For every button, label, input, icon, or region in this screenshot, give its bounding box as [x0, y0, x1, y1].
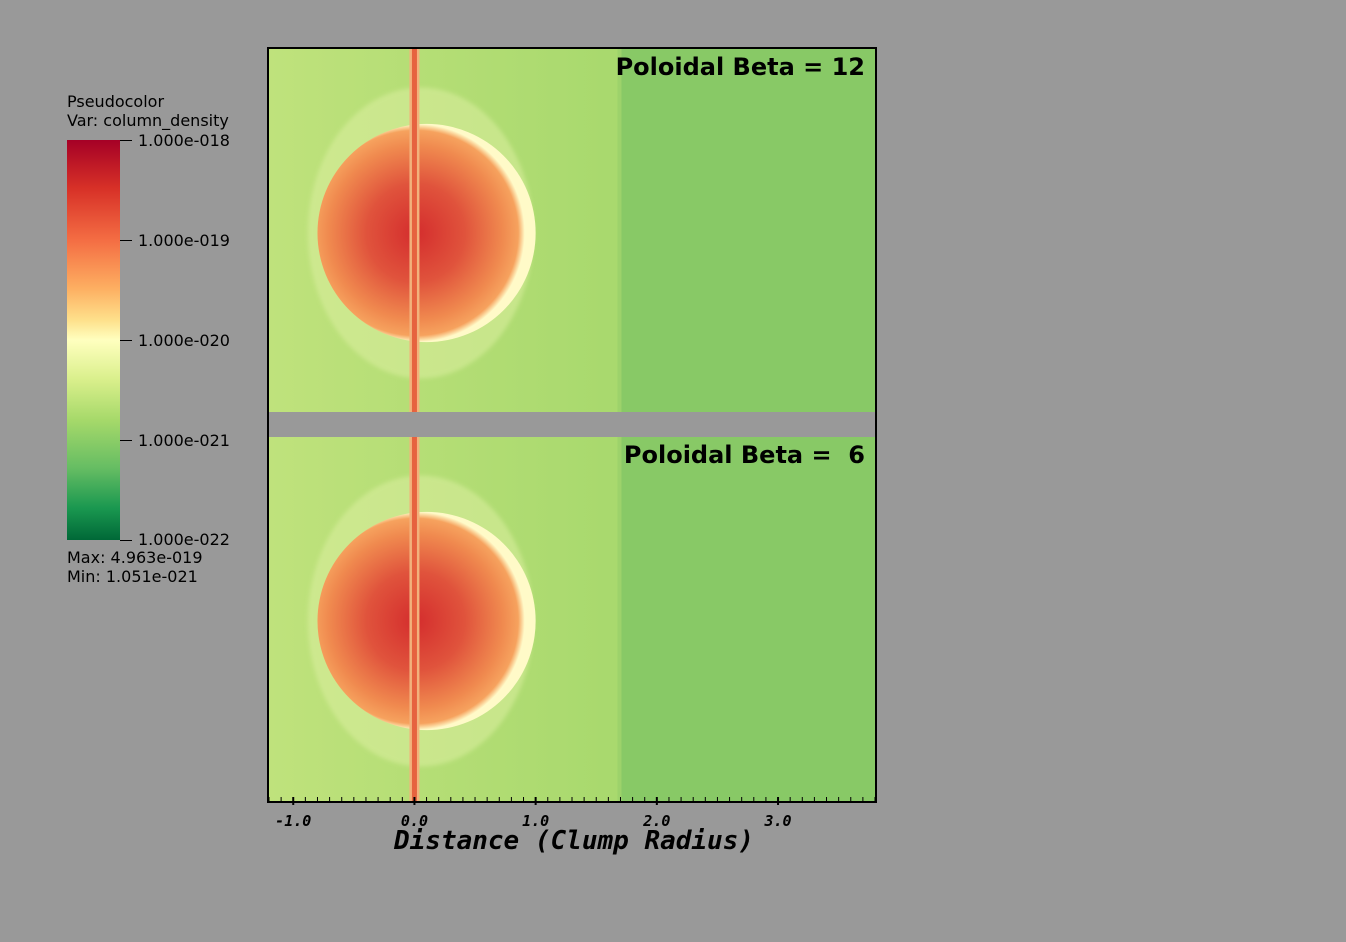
shock-front-region — [620, 49, 875, 412]
x-tick-label: 1.0 — [522, 812, 550, 830]
x-tick-label: -1.0 — [275, 812, 312, 830]
x-axis: -1.0 0.0 1.0 2.0 3.0 — [267, 797, 877, 881]
legend-min: Min: 1.051e-021 — [67, 567, 198, 586]
colorbar-label: 1.000e-018 — [138, 131, 230, 150]
legend-variable: Var: column_density — [67, 111, 229, 130]
colorbar-tick — [120, 440, 132, 441]
colorbar-label: 1.000e-019 — [138, 231, 230, 250]
colorbar-tick — [120, 540, 132, 541]
filament-core — [411, 437, 417, 801]
shock-front — [617, 437, 622, 801]
heatmap-svg — [269, 437, 875, 801]
heatmap-svg — [269, 49, 875, 412]
legend-title: Pseudocolor — [67, 92, 165, 111]
x-tick-label: 3.0 — [764, 812, 792, 830]
x-axis-ticks — [268, 797, 876, 805]
colorbar — [67, 140, 120, 540]
colorbar-tick — [120, 140, 132, 141]
x-tick-label: 2.0 — [643, 812, 671, 830]
filament-core — [411, 49, 417, 412]
plot-frame: Poloidal Beta = 12 Poloidal Beta = 6 — [267, 47, 877, 803]
panel-label: Poloidal Beta = 6 — [623, 441, 865, 469]
x-tick-label: 0.0 — [400, 812, 428, 830]
colorbar-label: 1.000e-020 — [138, 331, 230, 350]
legend-max: Max: 4.963e-019 — [67, 548, 203, 567]
clump — [317, 511, 536, 731]
colorbar-tick — [120, 240, 132, 241]
colorbar-tick — [120, 340, 132, 341]
panel-beta-12: Poloidal Beta = 12 — [269, 49, 875, 412]
shock-front-region — [620, 437, 875, 801]
panel-beta-6: Poloidal Beta = 6 — [269, 437, 875, 801]
colorbar-label: 1.000e-022 — [138, 530, 230, 549]
x-axis-title: Distance (Clump Radius) — [393, 826, 755, 856]
shock-front — [617, 49, 622, 412]
clump — [317, 123, 536, 343]
colorbar-label: 1.000e-021 — [138, 431, 230, 450]
panel-label: Poloidal Beta = 12 — [615, 53, 865, 81]
